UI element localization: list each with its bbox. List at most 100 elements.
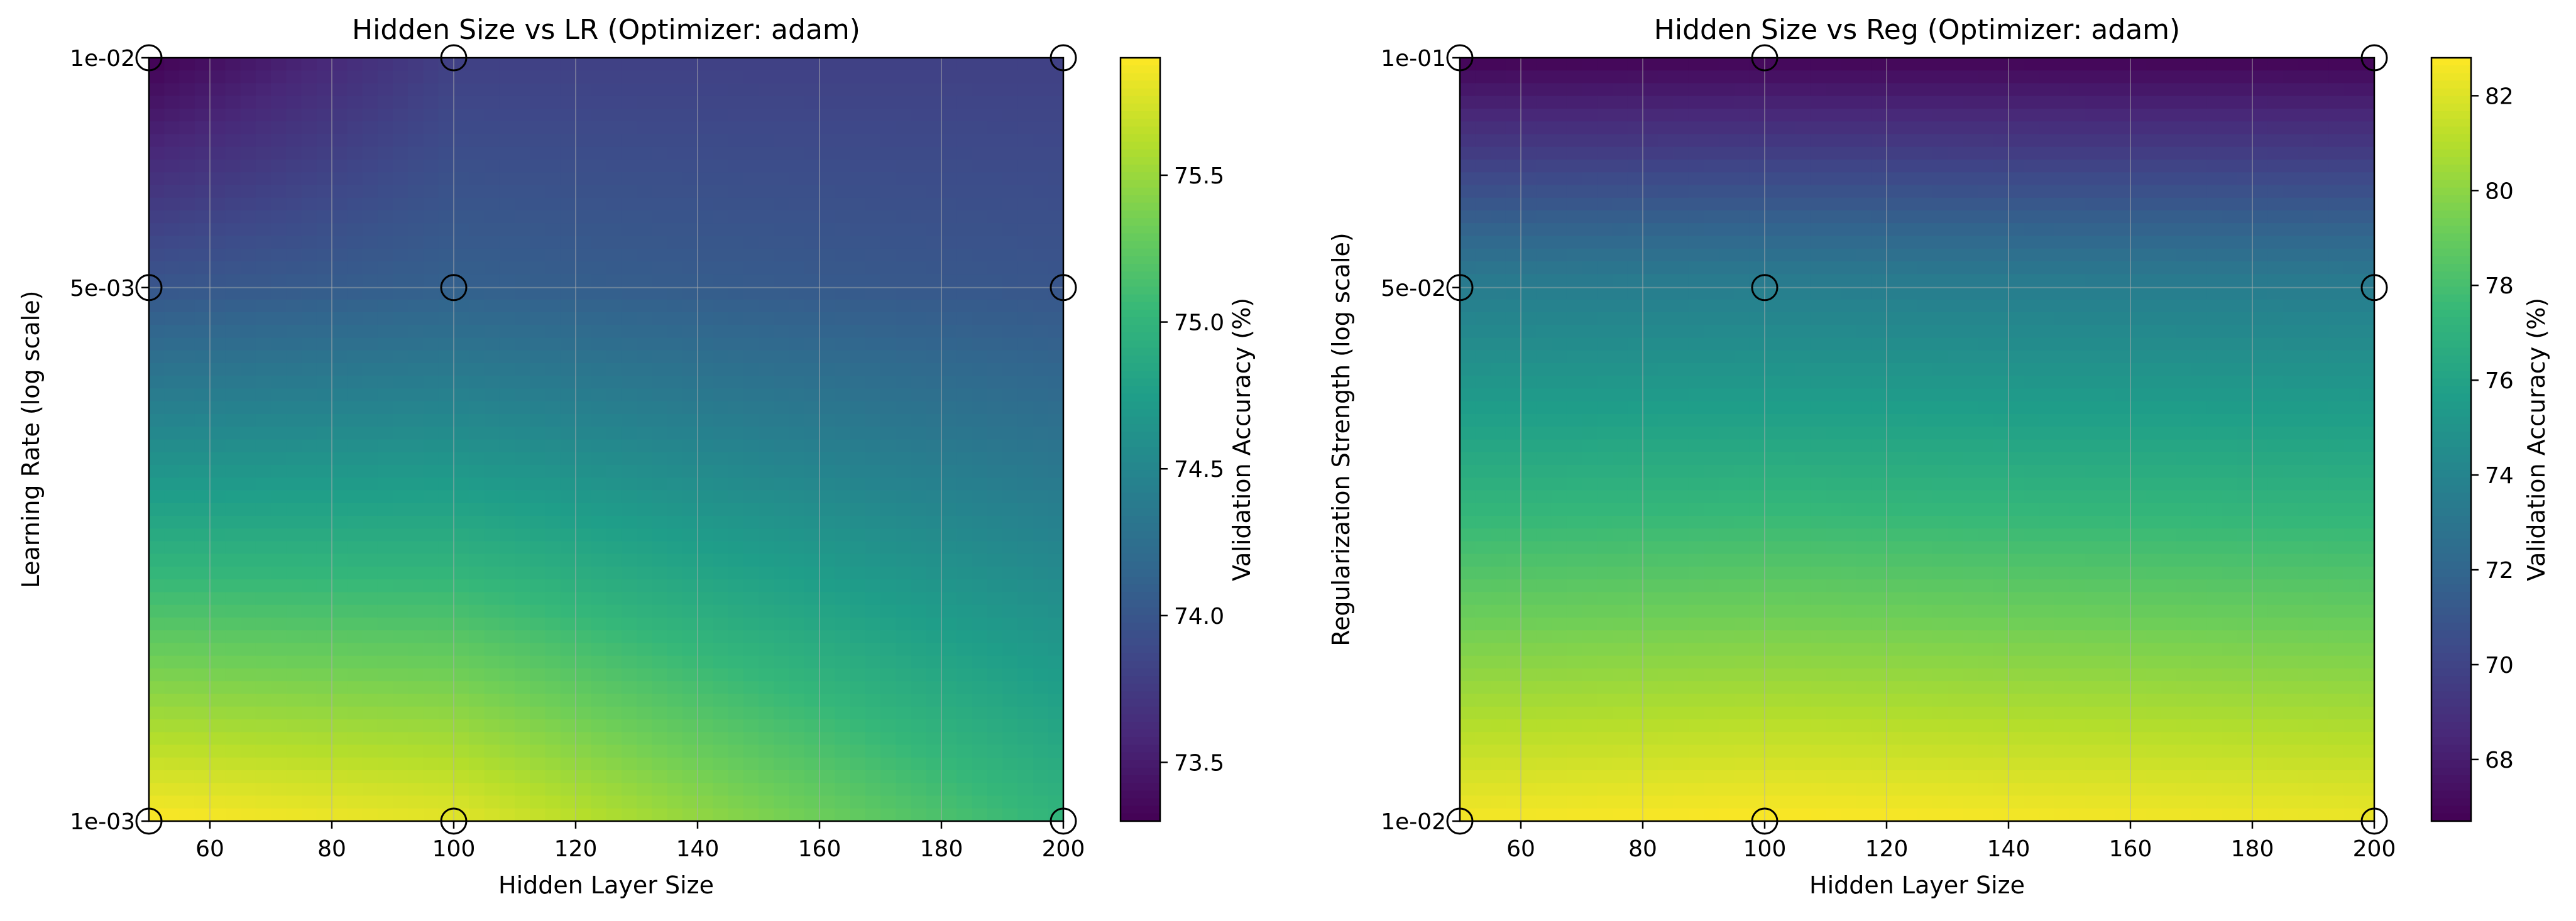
heatmap-cell bbox=[1551, 172, 1567, 186]
heatmap-cell bbox=[2130, 172, 2147, 186]
heatmap-cell bbox=[1765, 197, 1781, 211]
heatmap-cell bbox=[1505, 83, 1521, 97]
heatmap-cell bbox=[2161, 70, 2177, 84]
heatmap-cell bbox=[149, 197, 165, 211]
heatmap-cell bbox=[1688, 299, 1704, 313]
heatmap-cell bbox=[2115, 95, 2131, 109]
heatmap-cell bbox=[194, 83, 211, 97]
heatmap-cell bbox=[819, 732, 836, 746]
heatmap-cell bbox=[1033, 146, 1049, 160]
heatmap-cell bbox=[743, 350, 759, 364]
heatmap-cell bbox=[1841, 109, 1857, 123]
heatmap-cell bbox=[149, 223, 165, 237]
heatmap-cell bbox=[819, 541, 836, 555]
heatmap-cell bbox=[1002, 160, 1019, 173]
heatmap-cell bbox=[835, 770, 851, 784]
heatmap-cell bbox=[576, 325, 592, 339]
heatmap-cell bbox=[652, 477, 668, 491]
heatmap-cell bbox=[743, 618, 759, 631]
heatmap-cell bbox=[911, 325, 927, 339]
heatmap-cell bbox=[454, 363, 470, 377]
heatmap-cell bbox=[530, 109, 546, 123]
heatmap-cell bbox=[713, 261, 729, 275]
colorbar-segment bbox=[1121, 722, 1160, 730]
heatmap-cell bbox=[1978, 58, 1994, 72]
heatmap-cell bbox=[652, 121, 668, 135]
heatmap-cell bbox=[865, 109, 881, 123]
heatmap-cell bbox=[438, 350, 454, 364]
heatmap-cell bbox=[1033, 172, 1049, 186]
heatmap-cell bbox=[316, 770, 332, 784]
heatmap-cell bbox=[1536, 83, 1552, 97]
heatmap-cell bbox=[896, 401, 912, 415]
heatmap-cell bbox=[454, 185, 470, 199]
heatmap-cell bbox=[164, 503, 180, 516]
heatmap-cell bbox=[347, 770, 363, 784]
heatmap-cell bbox=[926, 465, 942, 479]
heatmap-cell bbox=[789, 694, 805, 707]
heatmap-cell bbox=[194, 414, 211, 428]
heatmap-cell bbox=[865, 121, 881, 135]
heatmap-cell bbox=[896, 172, 912, 186]
heatmap-cell bbox=[2024, 185, 2040, 199]
heatmap-cell bbox=[1536, 210, 1552, 224]
heatmap-cell bbox=[698, 783, 714, 797]
heatmap-cell bbox=[393, 146, 409, 160]
heatmap-cell bbox=[698, 363, 714, 377]
heatmap-cell bbox=[438, 261, 454, 275]
heatmap-cell bbox=[210, 744, 226, 758]
heatmap-cell bbox=[576, 109, 592, 123]
heatmap-cell bbox=[499, 58, 515, 72]
heatmap-cell bbox=[2222, 172, 2238, 186]
heatmap-cell bbox=[362, 553, 378, 567]
heatmap-cell bbox=[408, 312, 424, 326]
heatmap-cell bbox=[347, 274, 363, 288]
heatmap-cell bbox=[926, 286, 942, 300]
heatmap-cell bbox=[2130, 223, 2147, 237]
heatmap-cell bbox=[621, 770, 637, 784]
heatmap-cell bbox=[987, 121, 1003, 135]
heatmap-cell bbox=[911, 643, 927, 657]
heatmap-cell bbox=[423, 452, 439, 466]
heatmap-cell bbox=[774, 439, 790, 453]
heatmap-cell bbox=[606, 274, 622, 288]
heatmap-cell bbox=[2085, 274, 2101, 288]
heatmap-cell bbox=[1810, 236, 1826, 249]
heatmap-cell bbox=[987, 172, 1003, 186]
heatmap-cell bbox=[545, 388, 561, 402]
heatmap-cell bbox=[1795, 286, 1811, 300]
heatmap-cell bbox=[2283, 185, 2299, 199]
heatmap-cell bbox=[2206, 274, 2223, 288]
heatmap-cell bbox=[941, 261, 958, 275]
heatmap-cell bbox=[2222, 83, 2238, 97]
heatmap-cell bbox=[1704, 286, 1720, 300]
heatmap-cell bbox=[835, 160, 851, 173]
heatmap-cell bbox=[819, 121, 836, 135]
heatmap-cell bbox=[179, 325, 195, 339]
heatmap-cell bbox=[499, 414, 515, 428]
heatmap-cell bbox=[713, 783, 729, 797]
heatmap-cell bbox=[1627, 299, 1643, 313]
heatmap-cell bbox=[1658, 210, 1674, 224]
heatmap-cell bbox=[255, 299, 271, 313]
heatmap-cell bbox=[393, 376, 409, 390]
heatmap-cell bbox=[545, 210, 561, 224]
heatmap-cell bbox=[1033, 452, 1049, 466]
heatmap-cell bbox=[865, 427, 881, 440]
heatmap-cell bbox=[1627, 58, 1643, 72]
heatmap-cell bbox=[850, 490, 866, 504]
heatmap-cell bbox=[896, 363, 912, 377]
heatmap-cell bbox=[2039, 274, 2055, 288]
heatmap-cell bbox=[194, 770, 211, 784]
heatmap-cell bbox=[591, 388, 607, 402]
heatmap-cell bbox=[194, 516, 211, 530]
heatmap-cell bbox=[545, 439, 561, 453]
heatmap-cell bbox=[408, 121, 424, 135]
heatmap-cell bbox=[743, 286, 759, 300]
heatmap-cell bbox=[911, 363, 927, 377]
heatmap-cell bbox=[1627, 160, 1643, 173]
heatmap-cell bbox=[316, 783, 332, 797]
heatmap-cell bbox=[362, 95, 378, 109]
heatmap-cell bbox=[728, 541, 744, 555]
heatmap-cell bbox=[301, 757, 317, 771]
